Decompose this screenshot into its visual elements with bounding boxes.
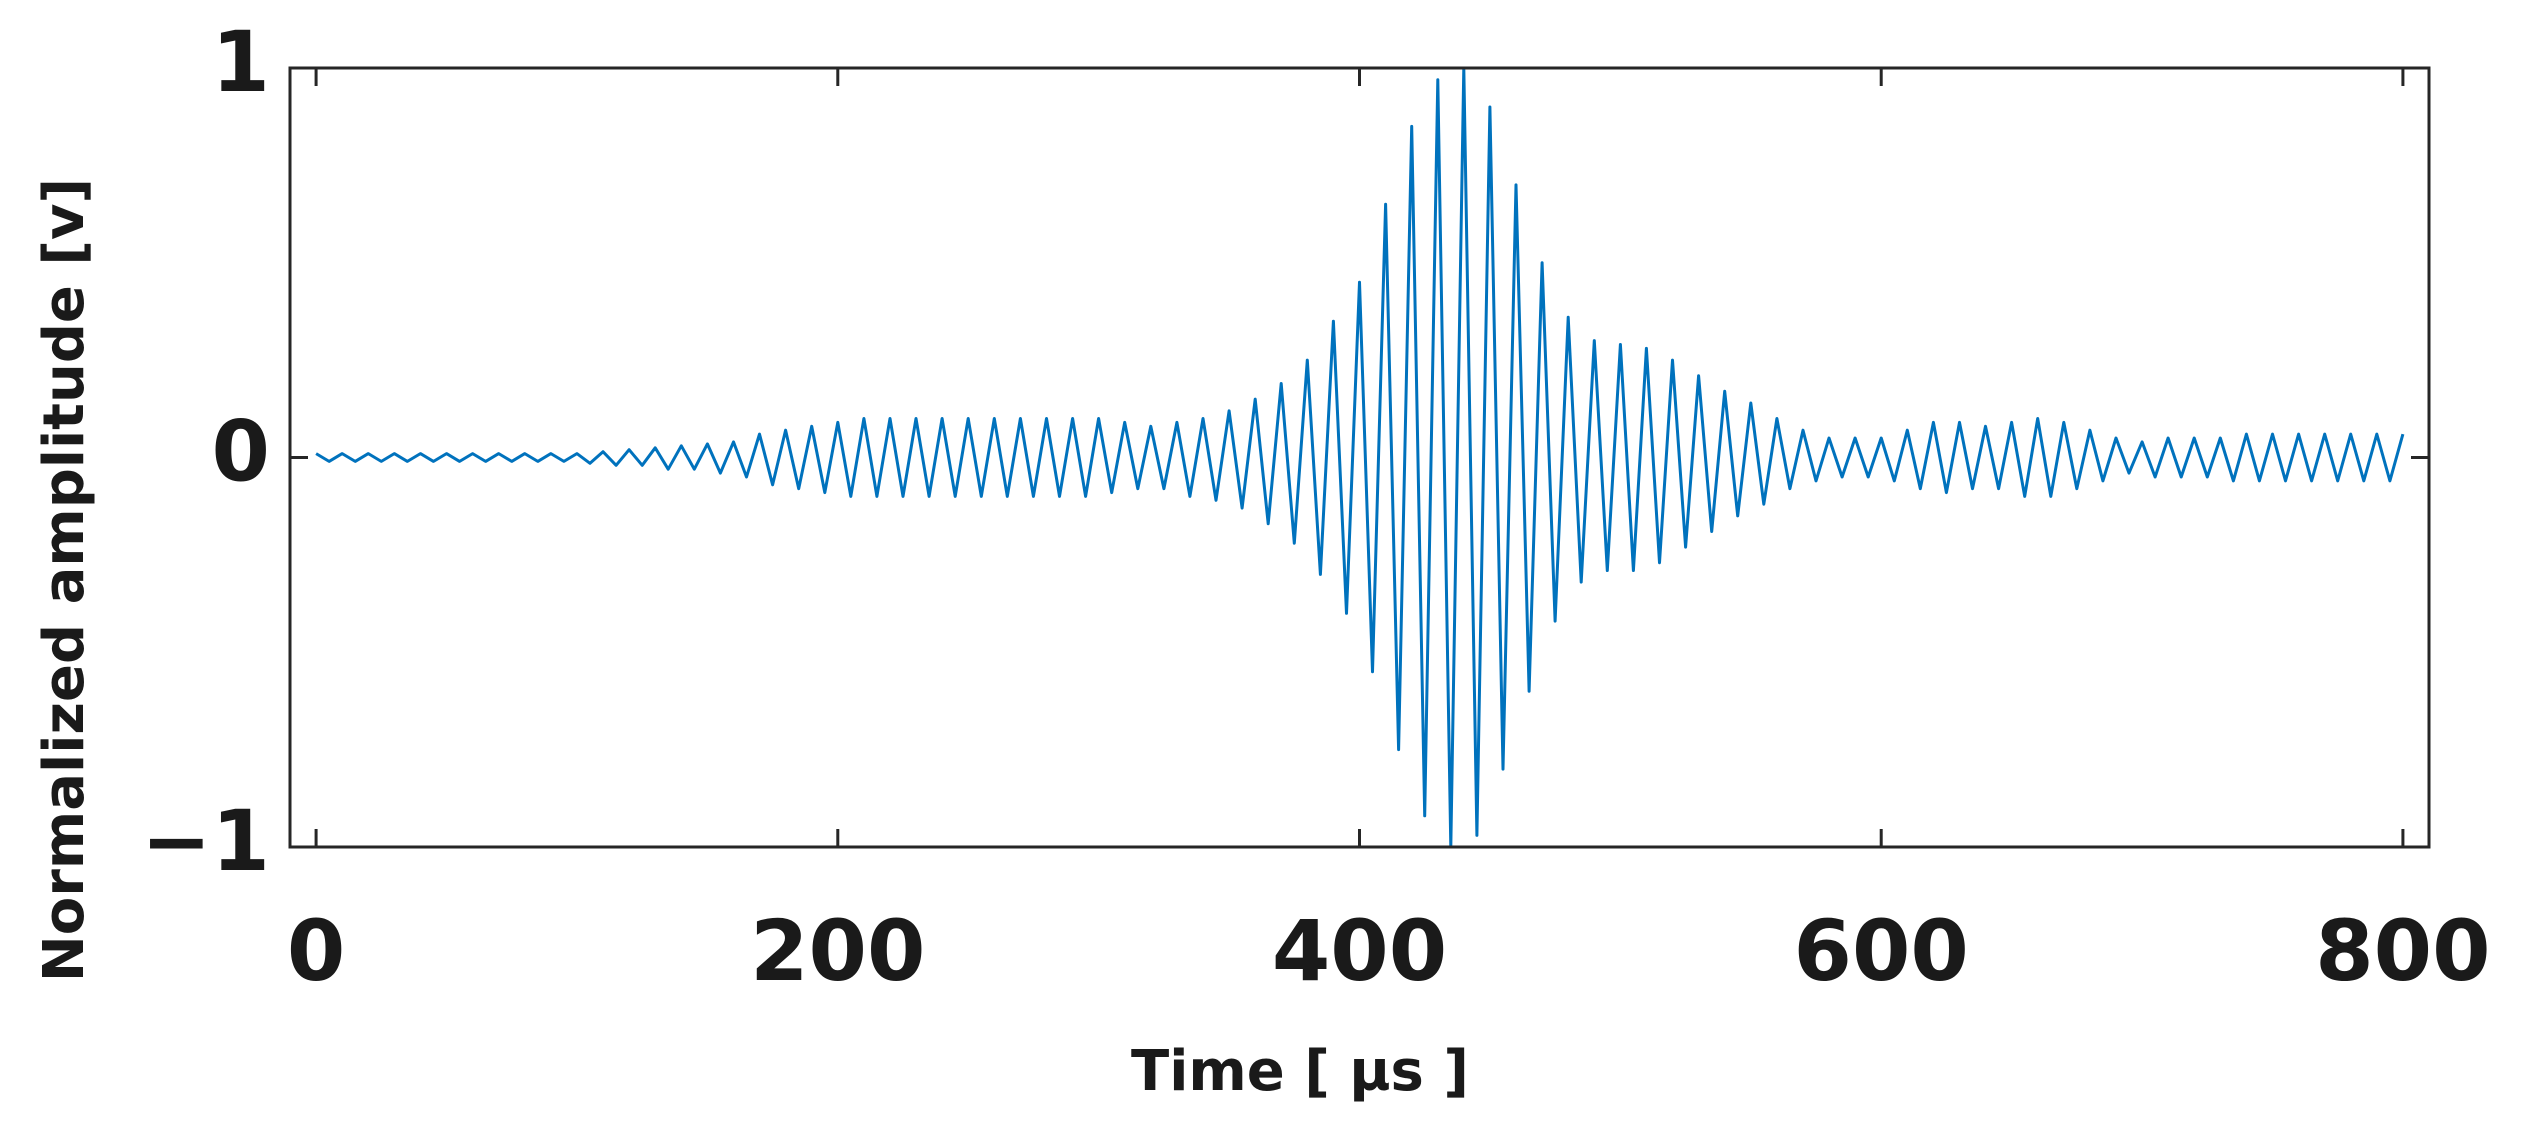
y-tick-label: 0 [212, 402, 270, 500]
y-tick-label: 1 [212, 13, 270, 111]
y-tick-label: −1 [141, 792, 270, 890]
axes-box [288, 66, 2431, 849]
x-tick-label: 400 [1272, 902, 1447, 1000]
x-tick-label: 0 [287, 902, 345, 1000]
x-axis-label: Time [ µs ] [1131, 1039, 1469, 1104]
x-tick-label: 600 [1794, 902, 1969, 1000]
y-axis-label: Normalized amplitude [v] [32, 178, 97, 982]
x-tick-label: 200 [750, 902, 925, 1000]
x-tick-label: 800 [2315, 902, 2490, 1000]
signal-line [315, 66, 2405, 849]
